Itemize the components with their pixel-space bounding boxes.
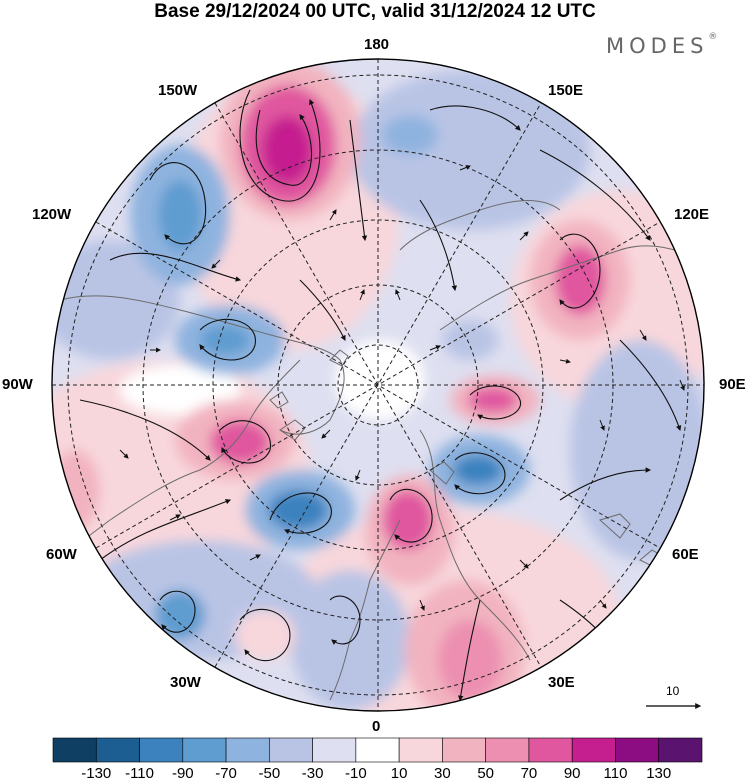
lon-label-180: 180 bbox=[364, 36, 390, 53]
anomaly-area-asia-light bbox=[570, 340, 704, 560]
lon-label-120w: 120W bbox=[32, 206, 72, 223]
lon-label-60e: 60E bbox=[672, 546, 699, 563]
colorbar-tick-label: -130 bbox=[81, 765, 112, 782]
colorbar-swatch bbox=[658, 737, 703, 763]
lon-label-150w: 150W bbox=[158, 82, 198, 99]
colorbar-swatch bbox=[95, 737, 140, 763]
colorbar-swatch bbox=[182, 737, 227, 763]
colorbar-tick-label: -90 bbox=[171, 765, 194, 782]
colorbar bbox=[52, 737, 703, 763]
colorbar-tick-label: -30 bbox=[301, 765, 324, 782]
colorbar-swatch bbox=[528, 737, 573, 763]
lon-label-30w: 30W bbox=[170, 674, 201, 691]
lon-label-90w: 90W bbox=[2, 376, 33, 393]
colorbar-swatch bbox=[571, 737, 616, 763]
anomaly-area-bering-light bbox=[350, 70, 590, 230]
colorbar-swatch bbox=[269, 737, 313, 763]
colorbar-tick-label: 30 bbox=[434, 765, 451, 782]
map-border bbox=[51, 58, 705, 712]
pole-neutral bbox=[335, 340, 425, 420]
colorbar-tick-label: 110 bbox=[603, 765, 628, 782]
lon-label-0: 0 bbox=[372, 718, 381, 735]
colorbar-tick-label: -10 bbox=[345, 765, 367, 782]
colorbar-tick-label: 10 bbox=[390, 765, 408, 782]
lon-label-30e: 30E bbox=[548, 674, 575, 691]
colorbar-swatch bbox=[442, 737, 486, 763]
colorbar-tick-label: -110 bbox=[125, 765, 154, 782]
colorbar-swatch bbox=[615, 737, 660, 763]
lon-label-90e: 90E bbox=[719, 376, 746, 393]
wind-arrows bbox=[119, 165, 685, 611]
map-disc bbox=[52, 59, 704, 711]
colorbar-tick-label: 130 bbox=[646, 765, 672, 782]
lon-label-150e: 150E bbox=[548, 82, 584, 99]
colorbar-swatch bbox=[139, 737, 184, 763]
colorbar-swatch bbox=[312, 737, 357, 763]
anomaly-field bbox=[52, 60, 704, 711]
wind-scale-label: 10 bbox=[666, 684, 680, 698]
anomaly-area-canada-light bbox=[52, 240, 180, 360]
lon-label-60w: 60W bbox=[46, 546, 77, 563]
neutral-band-west bbox=[120, 365, 240, 415]
colorbar-tick-label: -70 bbox=[215, 765, 237, 782]
registered-mark: ® bbox=[708, 32, 718, 42]
lon-label-120e: 120E bbox=[674, 206, 710, 223]
coastlines bbox=[59, 200, 701, 701]
colorbar-tick-label: 50 bbox=[477, 765, 494, 782]
colorbar-tick-label: -50 bbox=[258, 765, 281, 782]
colorbar-swatch bbox=[225, 737, 270, 763]
brand-name: MODES bbox=[606, 34, 709, 58]
brand-logo: MODES® bbox=[606, 32, 718, 58]
colorbar-swatch bbox=[398, 737, 443, 763]
colorbar-swatch bbox=[355, 737, 400, 763]
map-title: Base 29/12/2024 00 UTC, valid 31/12/2024… bbox=[154, 1, 596, 22]
colorbar-swatch bbox=[52, 737, 97, 763]
colorbar-swatch bbox=[485, 737, 530, 763]
colorbar-tick-label: 70 bbox=[520, 765, 538, 782]
colorbar-tick-label: 90 bbox=[563, 765, 581, 782]
graticule bbox=[52, 59, 704, 711]
